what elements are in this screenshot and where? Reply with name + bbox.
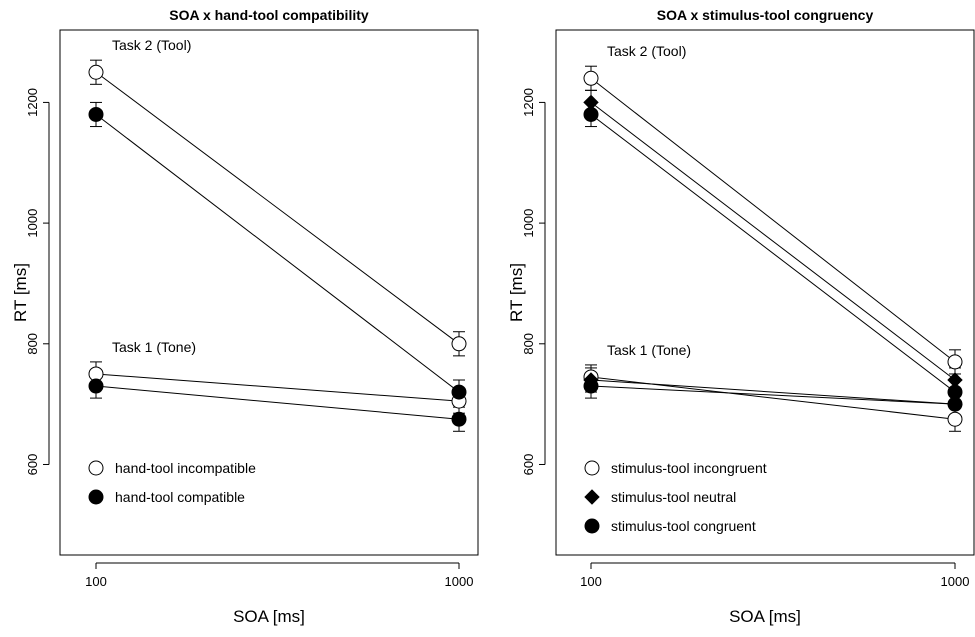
panel-2-y-tick-label: 1200 — [521, 88, 536, 117]
panel-1-x-axis-label: SOA [ms] — [233, 607, 305, 626]
panel-1-x-tick-label: 1000 — [445, 574, 474, 589]
panel-1-y-tick-label: 600 — [25, 454, 40, 476]
panel-1-series-2-task1-point-1 — [88, 378, 104, 394]
panel-2-task-label-2: Task 1 (Tone) — [607, 342, 691, 358]
panel-1-plot-frame — [59, 29, 479, 556]
panel-1-series-2-task2-line — [95, 114, 460, 393]
panel-1-y-tick-label: 1200 — [25, 88, 40, 117]
panel-2-series-1-task2-point-1 — [583, 70, 599, 86]
panel-1-y-tick-label: 1000 — [25, 209, 40, 238]
panel-2-legend-label-3: stimulus-tool congruent — [611, 518, 756, 534]
panel-2-legend-marker-3 — [584, 518, 600, 534]
panel-2-legend-marker-2 — [584, 489, 600, 505]
panel-2-task-label-1: Task 2 (Tool) — [607, 43, 686, 59]
panel-1-series-1-task2-point-2 — [451, 336, 467, 352]
panel-1-title: SOA x hand-tool compatibility — [169, 7, 369, 23]
panel-1-series-2-task1-line — [95, 385, 460, 420]
panel-2-series-1-task2-line — [590, 77, 956, 363]
panel-2-series-3-task1-line — [590, 385, 956, 405]
panel-1-task-label-1: Task 2 (Tool) — [112, 37, 191, 53]
panel-2-y-tick-label: 800 — [521, 333, 536, 355]
panel-1-series-2-task1-point-2 — [451, 411, 467, 427]
panel-2-x-tick-label: 100 — [580, 574, 602, 589]
panel-2-series-2-task1-line — [590, 379, 956, 405]
panel-1-x-tick-label: 100 — [85, 574, 107, 589]
panel-2-x-axis-label: SOA [ms] — [729, 607, 801, 626]
panel-2-y-tick-label: 1000 — [521, 209, 536, 238]
panel-2-legend-label-2: stimulus-tool neutral — [611, 489, 736, 505]
panel-2-legend-label-1: stimulus-tool incongruent — [611, 460, 767, 476]
panel-1-legend-label-2: hand-tool compatible — [115, 489, 245, 505]
panel-1-series-2-task2-point-1 — [88, 106, 104, 122]
panel-1-series-1-task1-line — [95, 373, 460, 402]
panel-2-series-3-task1-point-1 — [583, 378, 599, 394]
panel-2-series-1-task1-point-2 — [947, 411, 963, 427]
panel-1-series-1-task2-line — [95, 71, 460, 345]
panel-1-legend-label-1: hand-tool incompatible — [115, 460, 256, 476]
panel-2-y-axis-label: RT [ms] — [507, 263, 526, 322]
panel-1-y-axis-label: RT [ms] — [11, 263, 30, 322]
panel-2-series-2-task2-line — [590, 102, 956, 381]
panel-2-series-3-task1-point-2 — [947, 396, 963, 412]
panel-2-legend-marker-1 — [584, 460, 600, 476]
panel-1-series-2-task2-point-2 — [451, 384, 467, 400]
panel-1-y-tick-label: 800 — [25, 333, 40, 355]
panel-2-x-tick-label: 1000 — [941, 574, 970, 589]
panel-1-task-label-2: Task 1 (Tone) — [112, 339, 196, 355]
panel-2-y-tick-label: 600 — [521, 454, 536, 476]
panel-1-legend-marker-1 — [88, 460, 104, 476]
panel-2-series-3-task2-point-1 — [583, 106, 599, 122]
panel-2-title: SOA x stimulus-tool congruency — [657, 7, 874, 23]
panel-1-legend-marker-2 — [88, 489, 104, 505]
panel-2-plot-frame — [555, 29, 975, 556]
panel-2-series-1-task2-point-2 — [947, 354, 963, 370]
panel-1-series-1-task2-point-1 — [88, 64, 104, 80]
panel-2-series-3-task2-line — [590, 114, 956, 393]
